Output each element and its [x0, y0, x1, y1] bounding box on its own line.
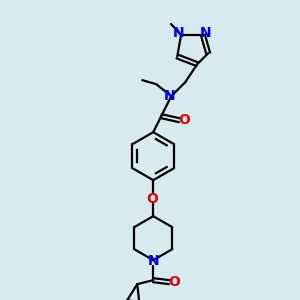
- Text: N: N: [200, 26, 212, 40]
- Text: N: N: [172, 26, 184, 40]
- Text: O: O: [178, 113, 190, 127]
- Text: O: O: [146, 192, 158, 206]
- Text: O: O: [168, 275, 180, 289]
- Text: N: N: [164, 89, 175, 103]
- Text: N: N: [147, 254, 159, 268]
